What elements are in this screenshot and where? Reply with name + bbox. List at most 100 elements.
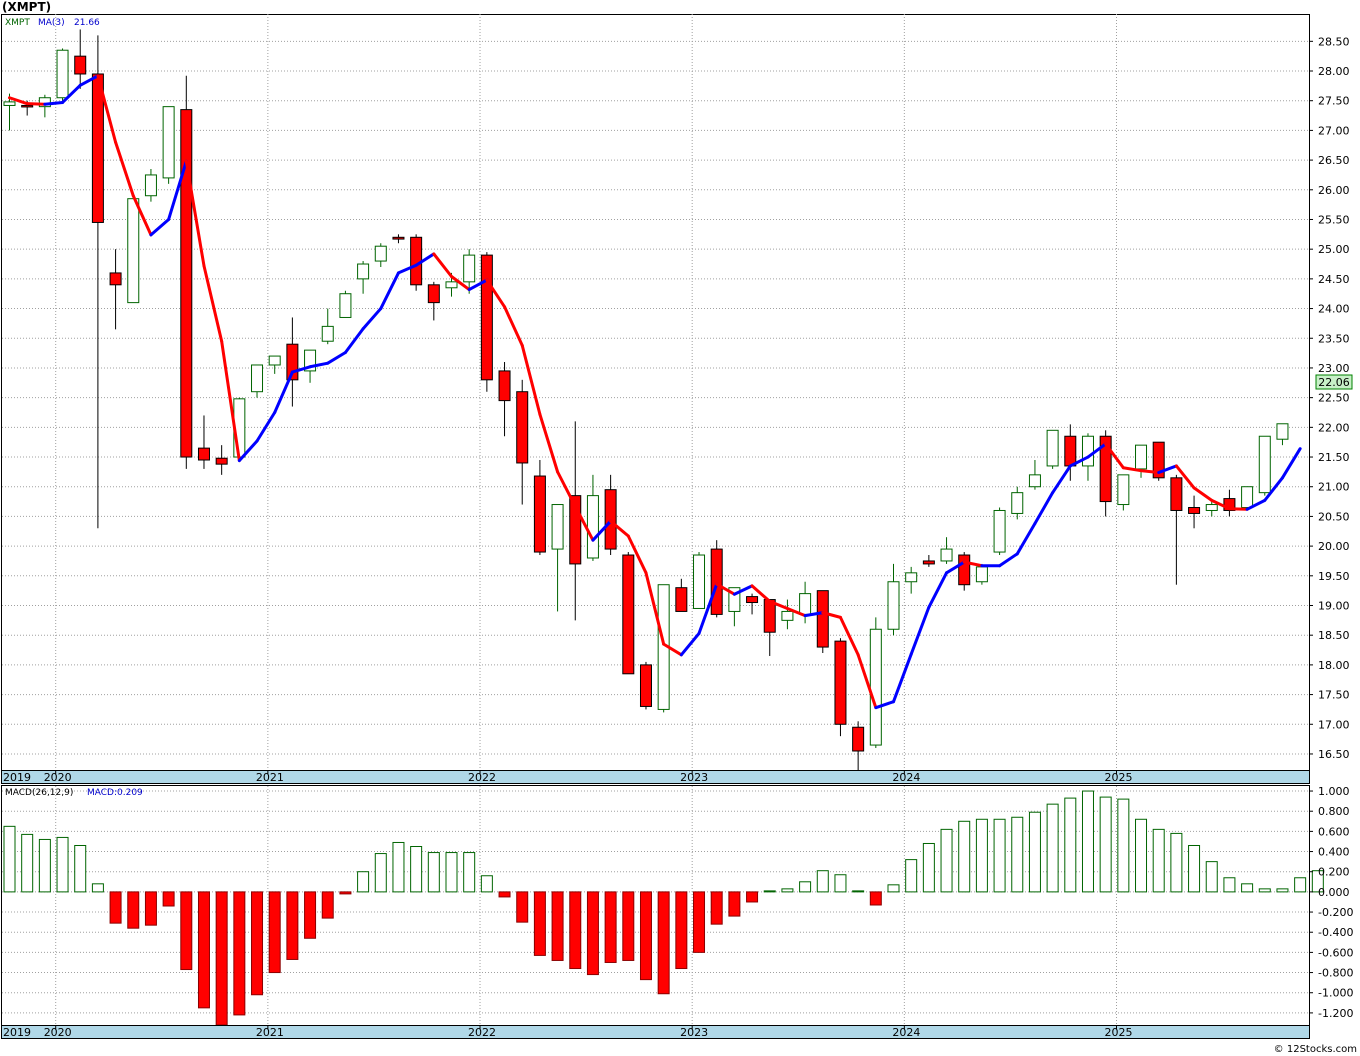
macd-bar — [410, 846, 423, 893]
candle-body — [1276, 423, 1289, 440]
ma-segment — [1104, 442, 1125, 470]
price-x-axis: 2019 2020 2021 2022 2023 2024 2025 — [3, 770, 1133, 784]
price-y-tick-label: 18.00 — [1318, 659, 1350, 672]
candle — [1188, 495, 1201, 529]
candle — [1152, 441, 1165, 481]
candle-body — [905, 572, 918, 583]
ma-segment — [202, 264, 224, 343]
macd-bar — [693, 891, 706, 953]
ma-segment — [273, 370, 294, 414]
macd-bar — [533, 891, 546, 956]
ma-segment — [998, 552, 1019, 568]
candle-body — [975, 566, 988, 583]
macd-bar — [1241, 883, 1254, 893]
candle — [498, 362, 511, 437]
candle-body — [1046, 429, 1059, 467]
candle — [480, 252, 493, 392]
price-y-tick-label: 20.50 — [1318, 510, 1350, 523]
macd-panel — [1, 785, 1310, 1026]
candle-body — [427, 284, 440, 304]
price-y-tick-label: 21.00 — [1318, 481, 1350, 494]
macd-bar — [852, 890, 865, 893]
macd-y-tick-label: 1.000 — [1318, 785, 1350, 798]
ma-segment — [962, 560, 984, 568]
ma-segment — [1157, 464, 1178, 474]
candle-body — [746, 596, 759, 604]
macd-bar — [1152, 828, 1165, 893]
macd-bar — [304, 891, 317, 939]
candle-body — [1241, 486, 1254, 509]
candle-body — [693, 554, 706, 609]
ma-segment — [785, 606, 807, 618]
macd-bar — [392, 841, 405, 893]
candle — [197, 415, 210, 469]
macd-bar — [1011, 816, 1024, 893]
ma-segment — [1227, 507, 1249, 511]
candle-body — [1064, 435, 1077, 467]
price-y-tick-label: 19.00 — [1318, 599, 1350, 612]
macd-bar — [1081, 790, 1094, 893]
macd-bar — [1311, 870, 1324, 893]
macd-y-tick-label: -1.200 — [1318, 1007, 1353, 1020]
macd-bar — [1064, 797, 1077, 893]
ma-segment — [856, 653, 878, 710]
macd-bar — [551, 891, 564, 961]
macd-bar — [1099, 796, 1112, 893]
macd-bar — [746, 891, 759, 903]
ma-segment — [1051, 464, 1072, 495]
price-y-tick-label: 25.50 — [1318, 213, 1350, 226]
candle — [374, 243, 387, 267]
candle-body — [551, 504, 564, 550]
macd-bar — [38, 838, 51, 893]
price-y-tick-label: 17.50 — [1318, 689, 1350, 702]
candle — [1011, 486, 1024, 520]
candle — [1276, 423, 1289, 446]
ma-segment — [290, 365, 312, 374]
macd-legend-label: MACD(26,12,9) — [5, 788, 73, 798]
ma-segment — [361, 307, 383, 331]
macd-bar — [763, 890, 776, 893]
macd-bar — [144, 891, 157, 926]
x-tick-label: 2023 — [680, 771, 708, 784]
macd-bar — [215, 891, 228, 1026]
price-y-tick-label: 16.50 — [1318, 748, 1350, 761]
candle-body — [480, 254, 493, 381]
ma-segment — [556, 470, 577, 508]
candle — [180, 75, 193, 469]
ma-segment — [768, 599, 789, 610]
macd-y-tick-label: 0.600 — [1318, 825, 1350, 838]
macd-bar — [799, 881, 812, 893]
x-tick-label: 2020 — [44, 771, 72, 784]
x-tick-label: 2021 — [256, 1026, 284, 1039]
candle-body — [1099, 435, 1112, 503]
x-tick-label: 2022 — [468, 771, 496, 784]
ma-segment — [1174, 464, 1196, 490]
macd-bar — [1205, 861, 1218, 893]
candle — [622, 552, 635, 675]
candle-body — [922, 560, 935, 565]
candle — [816, 590, 829, 654]
macd-bar — [604, 891, 617, 963]
price-y-tick-label: 24.50 — [1318, 273, 1350, 286]
candle-body — [3, 101, 16, 106]
ma-segment — [1280, 447, 1302, 480]
ma-segment — [909, 605, 931, 656]
macd-bar — [91, 883, 104, 893]
candle-body — [1135, 444, 1148, 470]
candle — [781, 599, 794, 630]
candle-body — [569, 495, 582, 565]
candle-body — [816, 590, 829, 648]
candle-body — [1258, 435, 1271, 494]
macd-x-axis: 2019 2020 2021 2022 2023 2024 2025 — [3, 1025, 1133, 1039]
ma-segment — [78, 74, 100, 87]
ma-segment — [1015, 522, 1037, 556]
chart-symbol-title: (XMPT) — [2, 0, 51, 14]
legend-ma-value: 21.66 — [74, 18, 100, 28]
price-y-tick-label: 22.00 — [1318, 421, 1350, 434]
macd-bar — [1028, 811, 1041, 893]
macd-bar — [993, 818, 1006, 893]
candle — [905, 566, 918, 594]
macd-bar — [233, 891, 246, 1016]
candle-body — [445, 281, 458, 289]
